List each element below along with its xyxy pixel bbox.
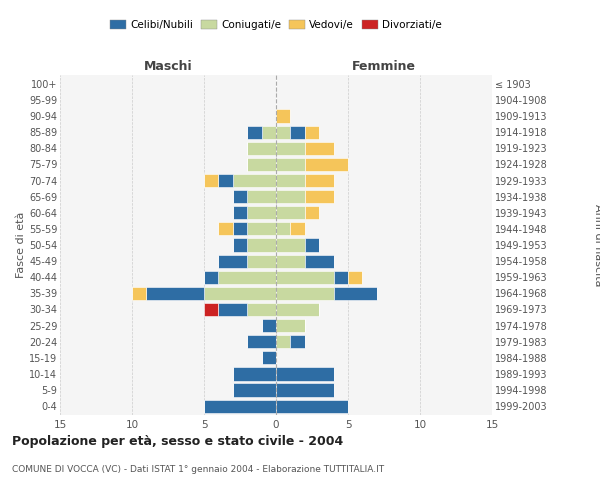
Bar (204, 270, 218, 284)
Text: Maschi: Maschi (143, 60, 193, 72)
Bar (262, 319, 276, 332)
Bar (218, 174, 233, 187)
Bar (276, 238, 305, 252)
Bar (233, 238, 247, 252)
Bar (247, 254, 276, 268)
Bar (247, 335, 276, 348)
Bar (334, 286, 377, 300)
Bar (305, 126, 319, 139)
Bar (247, 206, 276, 220)
Bar (305, 142, 334, 155)
Bar (276, 400, 348, 412)
Bar (305, 254, 334, 268)
Bar (204, 174, 218, 187)
Bar (262, 126, 276, 139)
Bar (276, 384, 334, 396)
Bar (305, 174, 334, 187)
Bar (276, 303, 319, 316)
Bar (276, 254, 305, 268)
Bar (247, 238, 276, 252)
Bar (305, 206, 319, 220)
Bar (334, 270, 348, 284)
Bar (247, 222, 276, 235)
Text: Popolazione per età, sesso e stato civile - 2004: Popolazione per età, sesso e stato civil… (12, 435, 343, 448)
Text: Femmine: Femmine (352, 60, 416, 72)
Bar (262, 351, 276, 364)
Bar (146, 286, 204, 300)
Bar (290, 126, 305, 139)
Y-axis label: Anni di nascita: Anni di nascita (593, 204, 600, 286)
Bar (290, 222, 305, 235)
Bar (204, 286, 276, 300)
Bar (276, 270, 334, 284)
Bar (305, 190, 334, 203)
Bar (204, 400, 276, 412)
Bar (305, 158, 348, 171)
Bar (247, 158, 276, 171)
Bar (132, 286, 146, 300)
Bar (247, 303, 276, 316)
Bar (305, 238, 319, 252)
Bar (276, 158, 305, 171)
Bar (276, 335, 290, 348)
Y-axis label: Fasce di età: Fasce di età (16, 212, 26, 278)
Bar (233, 190, 247, 203)
Bar (218, 303, 247, 316)
Bar (276, 222, 290, 235)
Bar (276, 286, 334, 300)
Bar (218, 254, 247, 268)
Bar (276, 174, 305, 187)
Bar (348, 270, 362, 284)
Bar (218, 270, 276, 284)
Bar (247, 190, 276, 203)
Bar (276, 190, 305, 203)
Bar (233, 384, 276, 396)
Bar (233, 368, 276, 380)
Bar (276, 319, 305, 332)
Bar (290, 335, 305, 348)
Legend: Celibi/Nubili, Coniugati/e, Vedovi/e, Divorziati/e: Celibi/Nubili, Coniugati/e, Vedovi/e, Di… (108, 18, 444, 32)
Bar (233, 222, 247, 235)
Bar (233, 206, 247, 220)
Bar (233, 174, 276, 187)
Bar (276, 126, 290, 139)
Bar (276, 368, 334, 380)
Bar (276, 206, 305, 220)
Bar (247, 142, 276, 155)
Bar (204, 303, 218, 316)
Bar (247, 126, 262, 139)
Bar (276, 142, 305, 155)
Bar (276, 110, 290, 122)
Text: COMUNE DI VOCCA (VC) - Dati ISTAT 1° gennaio 2004 - Elaborazione TUTTITALIA.IT: COMUNE DI VOCCA (VC) - Dati ISTAT 1° gen… (12, 465, 384, 474)
Bar (218, 222, 233, 235)
